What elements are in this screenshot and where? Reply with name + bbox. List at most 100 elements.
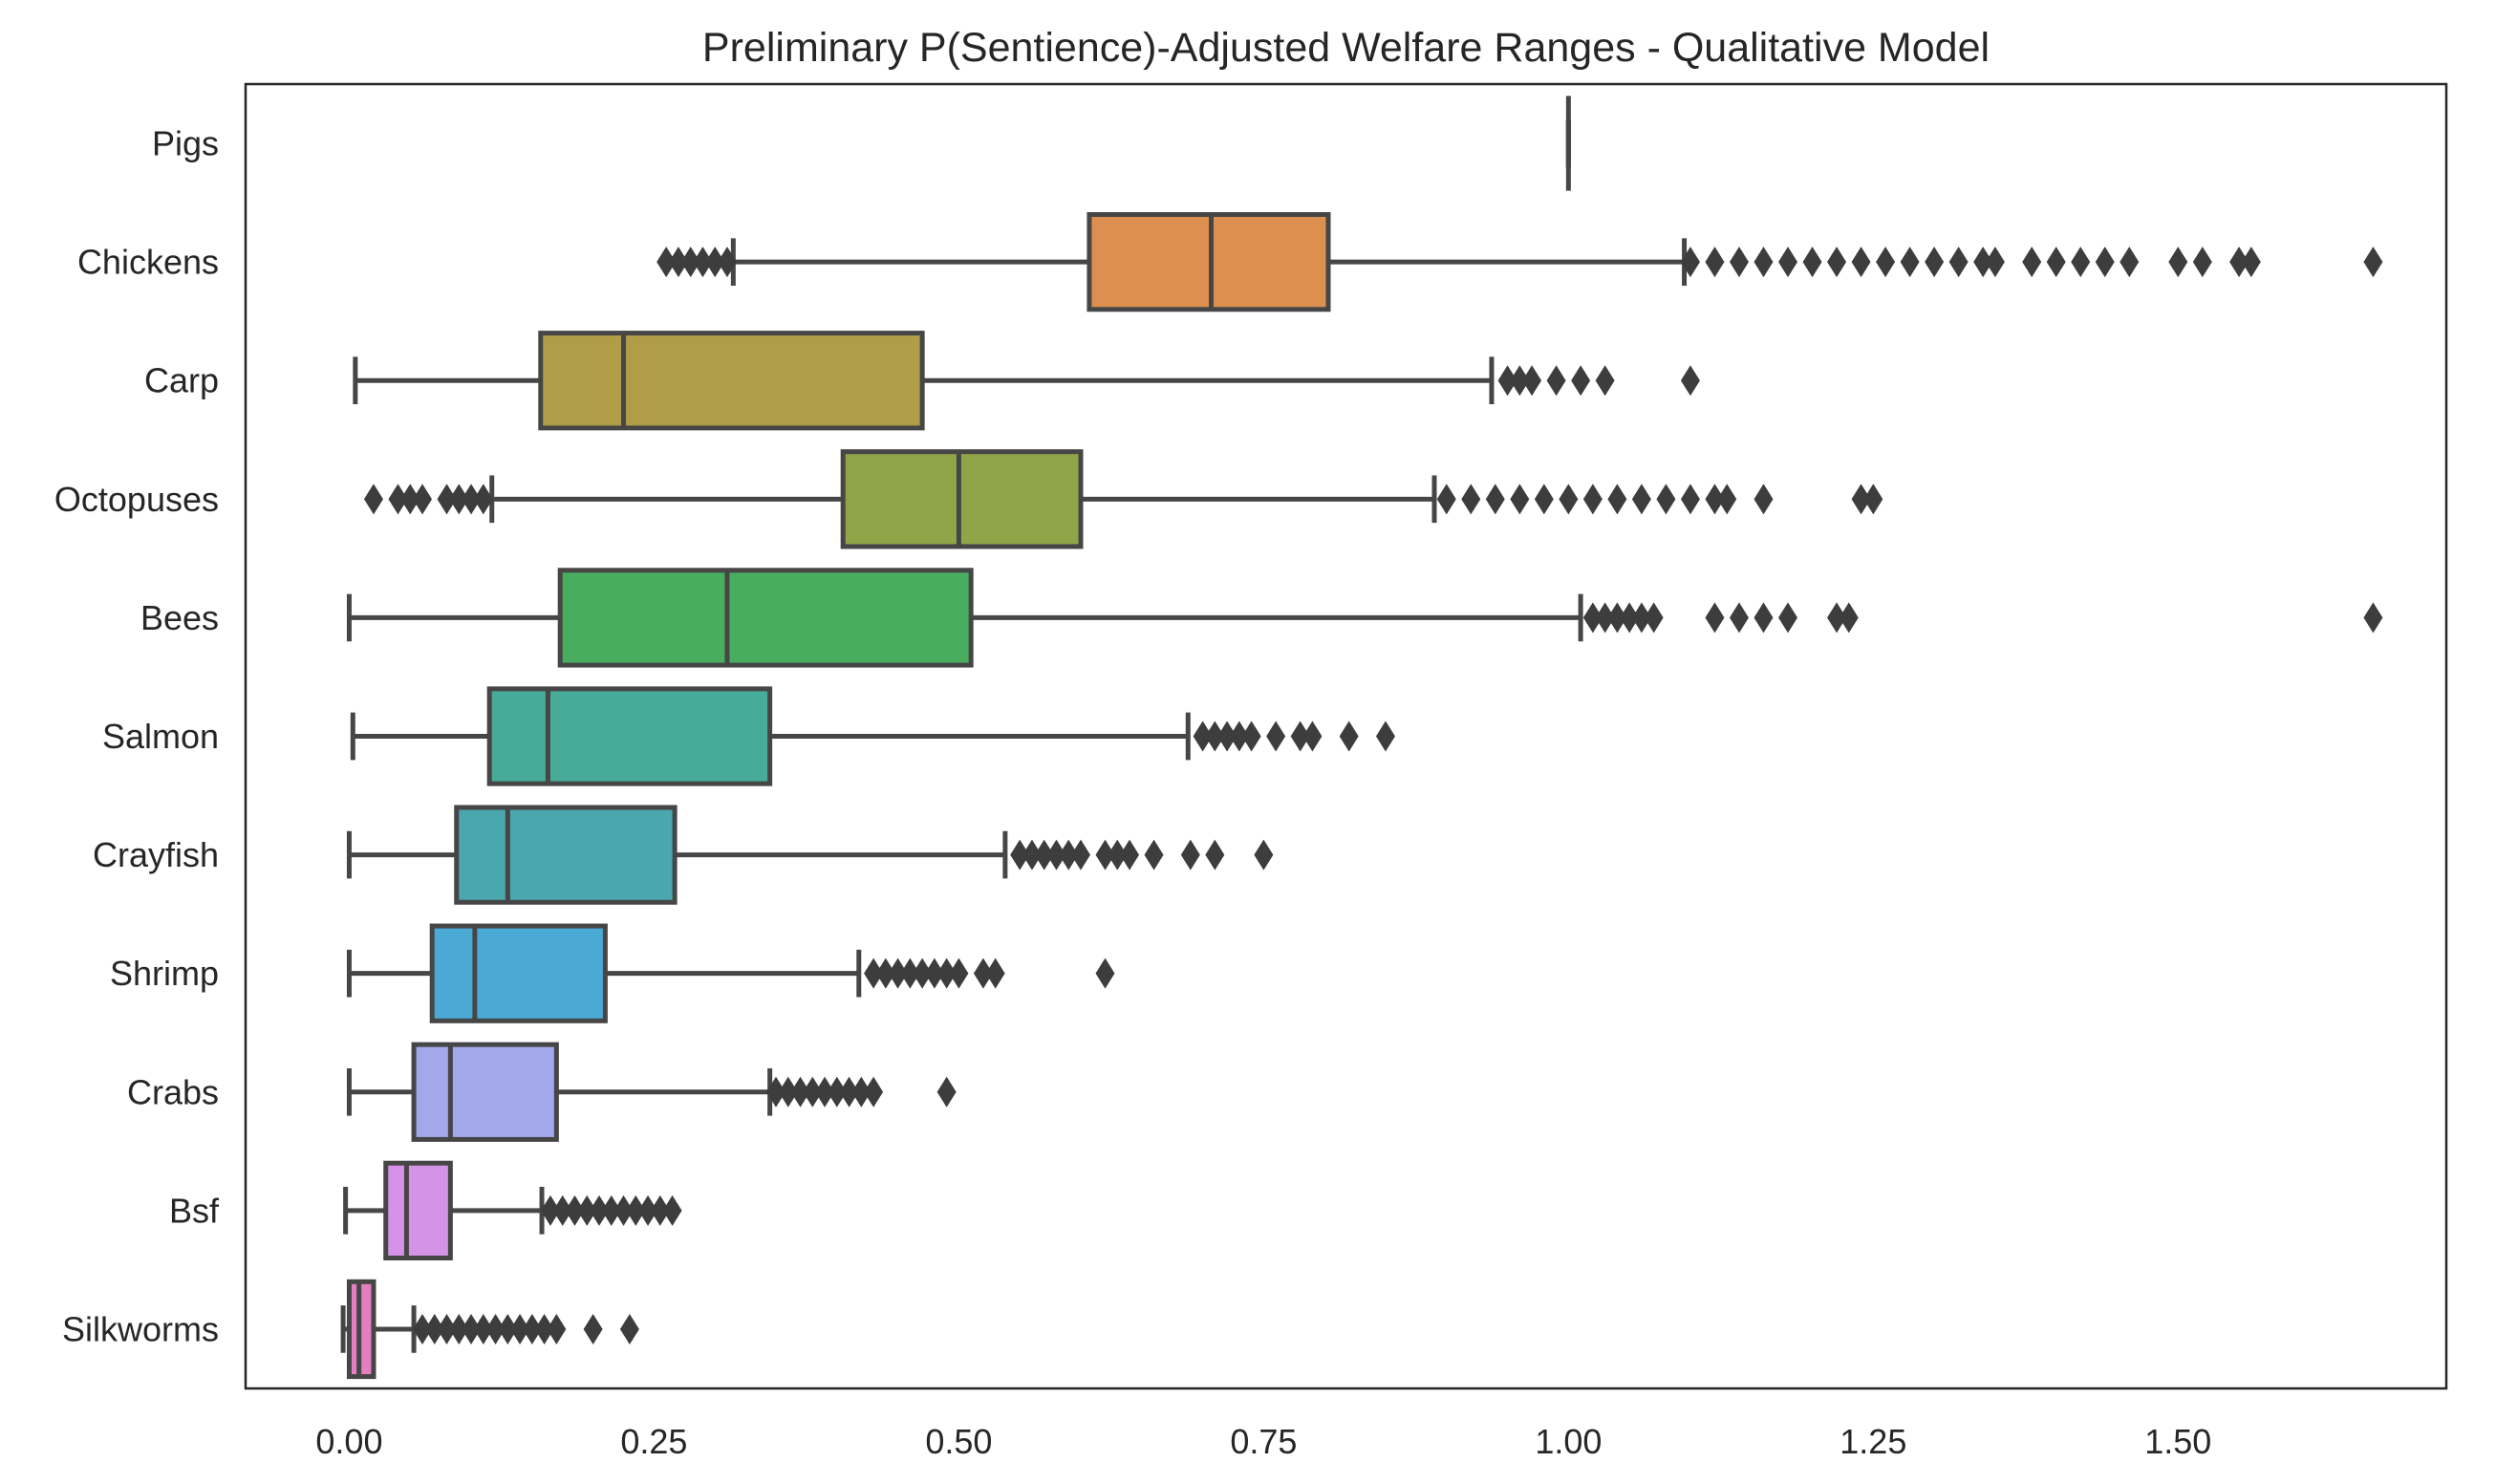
outlier-shrimp-6 [936,957,957,989]
outlier-octopuses-23 [1863,484,1883,515]
outlier-crayfish-8 [1120,839,1140,871]
x-tick-label: 1.50 [2144,1422,2211,1461]
outlier-crayfish-1 [1022,839,1042,871]
outlier-bsf-5 [601,1194,621,1226]
outlier-bsf-3 [577,1194,597,1226]
iqr-box-bees [557,568,974,668]
outlier-octopuses-8 [1436,484,1456,515]
outlier-crabs-9 [936,1076,957,1108]
outlier-bsf-9 [650,1194,670,1226]
outlier-crayfish-12 [1254,839,1274,871]
outlier-silkworms-0 [413,1313,433,1344]
outlier-octopuses-21 [1754,484,1774,515]
outlier-salmon-4 [1241,720,1261,752]
outlier-chickens-7 [1705,247,1725,278]
box-octopuses [363,449,1883,549]
outlier-chickens-20 [2022,247,2042,278]
outlier-octopuses-10 [1485,484,1505,515]
outlier-crabs-5 [827,1076,847,1108]
outlier-crayfish-2 [1034,839,1054,871]
x-tick-label: 0.25 [620,1422,687,1461]
outlier-chickens-26 [2192,247,2212,278]
outlier-silkworms-3 [449,1313,469,1344]
outlier-chickens-12 [1827,247,1847,278]
outlier-octopuses-7 [473,484,493,515]
outlier-bees-3 [1620,602,1640,634]
outlier-octopuses-2 [400,484,420,515]
outlier-chickens-17 [1948,247,1969,278]
outlier-chickens-23 [2095,247,2115,278]
chart-title: Preliminary P(Sentience)-Adjusted Welfar… [702,25,1990,71]
outlier-chickens-21 [2046,247,2066,278]
outlier-octopuses-16 [1631,484,1651,515]
outlier-octopuses-3 [413,484,433,515]
outlier-shrimp-8 [973,957,993,989]
outlier-silkworms-10 [534,1313,554,1344]
outlier-octopuses-1 [388,484,408,515]
outlier-octopuses-13 [1559,484,1579,515]
outlier-silkworms-5 [473,1313,493,1344]
outlier-carp-5 [1595,365,1615,397]
outlier-chickens-13 [1851,247,1871,278]
outlier-salmon-3 [1229,720,1249,752]
outlier-salmon-8 [1339,720,1359,752]
outlier-octopuses-4 [437,484,457,515]
outlier-chickens-5 [717,247,737,278]
outlier-salmon-6 [1290,720,1310,752]
iqr-box-bsf [383,1160,453,1261]
outlier-shrimp-2 [888,957,908,989]
outlier-crayfish-4 [1059,839,1079,871]
outlier-crayfish-10 [1180,839,1200,871]
outlier-salmon-2 [1217,720,1237,752]
outlier-silkworms-4 [462,1313,482,1344]
outlier-chickens-19 [1985,247,2005,278]
outlier-shrimp-9 [985,957,1005,989]
outlier-salmon-9 [1375,720,1395,752]
outlier-crabs-0 [766,1076,786,1108]
outlier-octopuses-19 [1705,484,1725,515]
outlier-shrimp-10 [1095,957,1115,989]
outlier-octopuses-15 [1607,484,1627,515]
outlier-octopuses-22 [1851,484,1871,515]
outlier-chickens-27 [2229,247,2249,278]
outlier-bsf-2 [565,1194,585,1226]
outlier-bees-10 [1827,602,1847,634]
outlier-shrimp-1 [875,957,895,989]
outlier-octopuses-20 [1717,484,1737,515]
outlier-chickens-16 [1925,247,1945,278]
outlier-crabs-7 [851,1076,871,1108]
outlier-crayfish-7 [1108,839,1128,871]
outlier-bsf-4 [590,1194,610,1226]
outlier-bsf-1 [552,1194,572,1226]
outlier-bees-12 [2363,602,2383,634]
y-tick-label-bsf: Bsf [169,1191,220,1230]
outlier-bees-2 [1607,602,1627,634]
outlier-shrimp-5 [924,957,944,989]
y-tick-label-octopuses: Octopuses [54,480,219,519]
outlier-silkworms-13 [619,1313,639,1344]
outlier-chickens-25 [2168,247,2188,278]
iqr-box-crabs [411,1042,559,1142]
outlier-chickens-22 [2071,247,2091,278]
iqr-box-octopuses [840,449,1084,549]
outlier-salmon-5 [1266,720,1286,752]
outlier-crabs-6 [839,1076,859,1108]
outlier-crabs-4 [815,1076,835,1108]
outlier-bees-8 [1754,602,1774,634]
outlier-silkworms-11 [547,1313,567,1344]
outlier-chickens-15 [1900,247,1920,278]
outlier-octopuses-17 [1656,484,1676,515]
outlier-octopuses-5 [449,484,469,515]
outlier-chickens-29 [2363,247,2383,278]
outlier-silkworms-2 [437,1313,457,1344]
outlier-bees-5 [1644,602,1664,634]
x-tick-labels: 0.00 0.25 0.50 0.75 1.00 1.25 1.50 [315,1422,2211,1461]
outlier-octopuses-11 [1510,484,1530,515]
outlier-silkworms-6 [485,1313,506,1344]
outlier-bees-4 [1631,602,1651,634]
outlier-chickens-3 [693,247,713,278]
x-tick-label: 0.00 [315,1422,382,1461]
y-tick-label-chickens: Chickens [77,243,219,282]
